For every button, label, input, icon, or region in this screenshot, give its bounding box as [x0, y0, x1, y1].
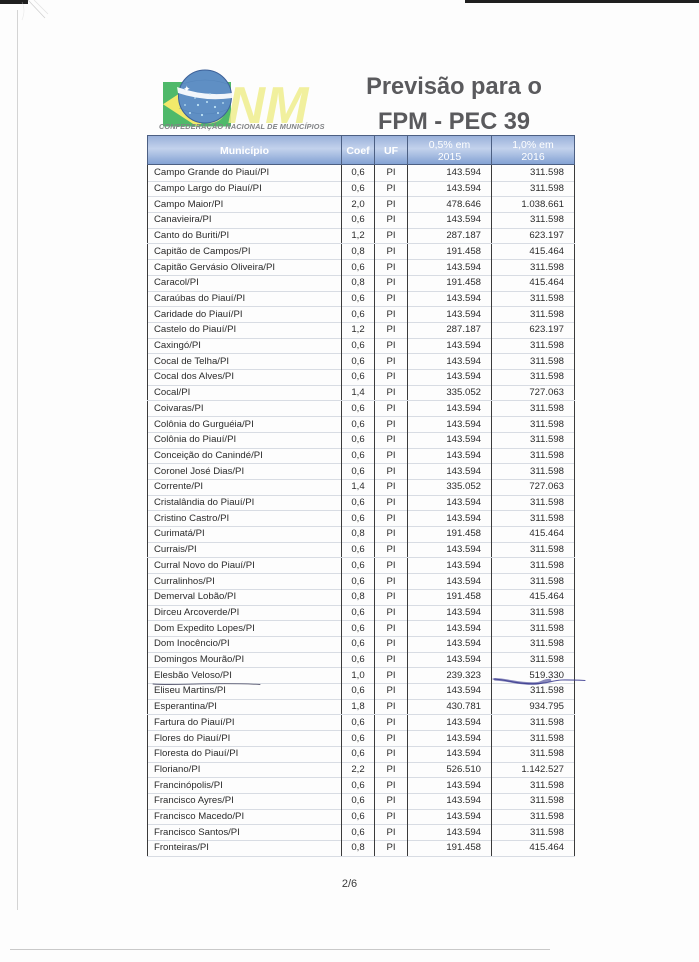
svg-text:✦: ✦	[183, 84, 191, 94]
